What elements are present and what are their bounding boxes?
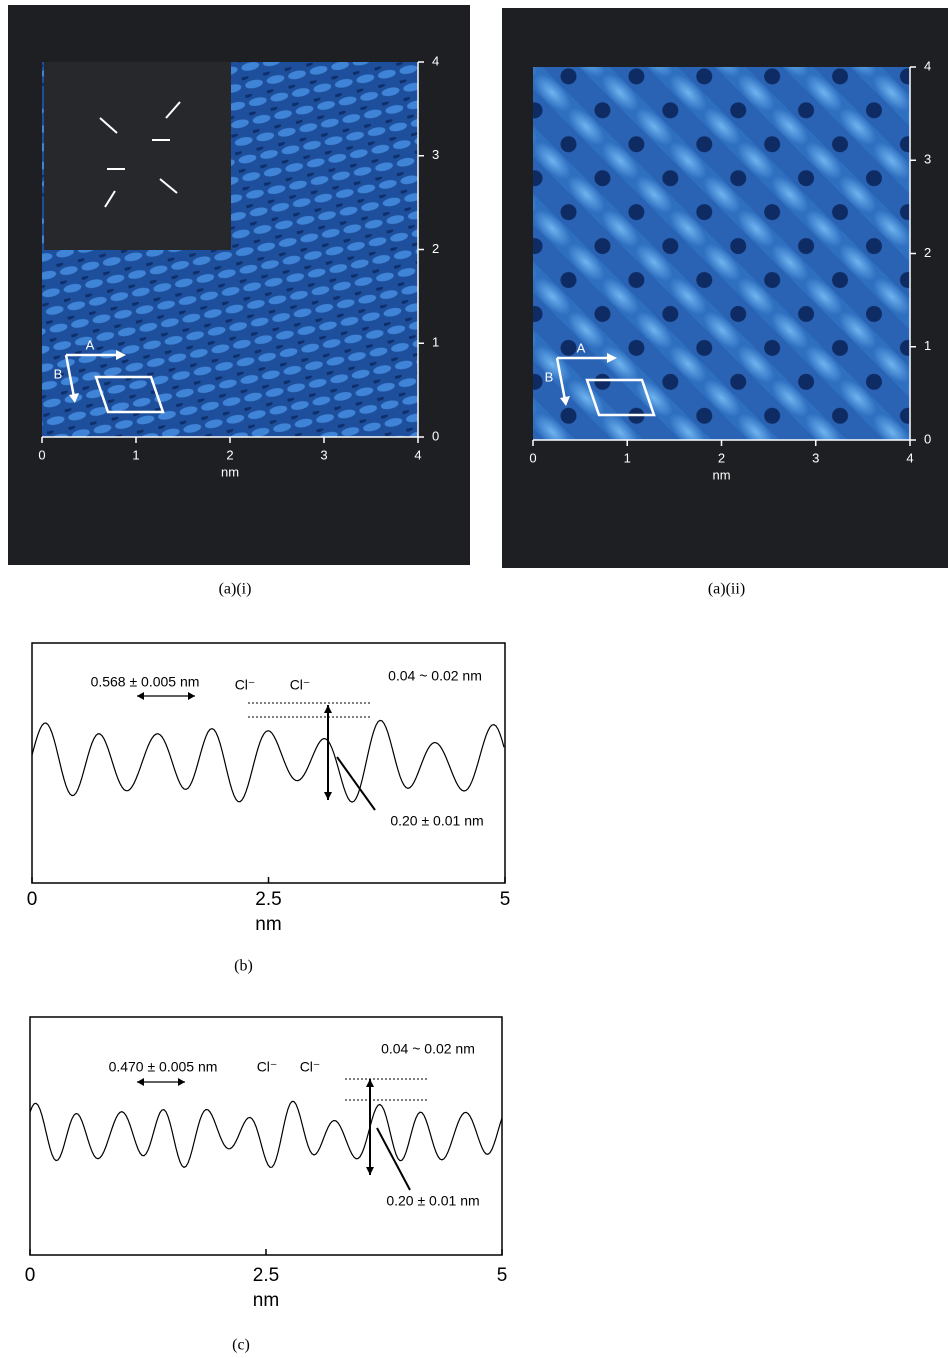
annotation: 0.470 ± 0.005 nm: [109, 1059, 218, 1075]
vector-label: B: [54, 366, 63, 381]
caption: (c): [232, 1337, 250, 1354]
profile-curve: [32, 720, 504, 802]
x-tick-label: 3: [320, 447, 327, 462]
y-tick-label: 3: [924, 152, 931, 167]
vector-label: A: [86, 337, 95, 352]
caption: (a)(i): [219, 581, 252, 598]
ion-label: Cl⁻: [235, 677, 256, 693]
caption: (a)(ii): [708, 581, 745, 598]
x-tick-label: 4: [906, 450, 913, 465]
y-tick-label: 2: [924, 245, 931, 260]
x-tick-label: 2: [718, 450, 725, 465]
line: [377, 1128, 410, 1190]
x-tick-label: 1: [624, 450, 631, 465]
x-tick-label: 2.5: [255, 889, 281, 910]
profile-curve: [30, 1101, 502, 1167]
caption: (b): [234, 958, 253, 975]
y-tick-label: 0: [432, 428, 439, 443]
x-axis-label: nm: [221, 464, 239, 479]
x-tick-label: 5: [497, 1265, 508, 1286]
x-tick-label: 1: [132, 447, 139, 462]
x-axis-label: nm: [253, 1290, 279, 1311]
x-tick-label: 3: [812, 450, 819, 465]
vector-label: A: [577, 340, 586, 355]
figure: 0123401234nmAB(a)(i)0123401234nmAB(a)(ii…: [0, 0, 948, 1358]
x-tick-label: 0: [38, 447, 45, 462]
annotation: 0.20 ± 0.01 nm: [386, 1193, 479, 1209]
x-tick-label: 4: [414, 447, 421, 462]
ion-label: Cl⁻: [257, 1059, 278, 1075]
y-tick-label: 1: [924, 338, 931, 353]
annotation: 0.568 ± 0.005 nm: [91, 674, 200, 690]
annotation: 0.04 ~ 0.02 nm: [388, 668, 482, 684]
annotation: 0.20 ± 0.01 nm: [390, 813, 483, 829]
x-tick-label: 5: [500, 889, 511, 910]
fft-inset: [44, 62, 231, 250]
ion-label: Cl⁻: [300, 1059, 321, 1075]
y-tick-label: 3: [432, 147, 439, 162]
ion-label: Cl⁻: [290, 677, 311, 693]
x-tick-label: 0: [25, 1265, 36, 1286]
y-tick-label: 2: [432, 241, 439, 256]
vector-label: B: [545, 369, 554, 384]
x-tick-label: 2: [226, 447, 233, 462]
x-tick-label: 0: [27, 889, 38, 910]
x-axis-label: nm: [255, 914, 281, 935]
y-tick-label: 1: [432, 335, 439, 350]
x-tick-label: 2.5: [253, 1265, 279, 1286]
y-tick-label: 4: [432, 53, 439, 68]
y-tick-label: 4: [924, 58, 931, 73]
y-tick-label: 0: [924, 431, 931, 446]
x-axis-label: nm: [712, 467, 730, 482]
annotation: 0.04 ~ 0.02 nm: [381, 1041, 475, 1057]
x-tick-label: 0: [529, 450, 536, 465]
